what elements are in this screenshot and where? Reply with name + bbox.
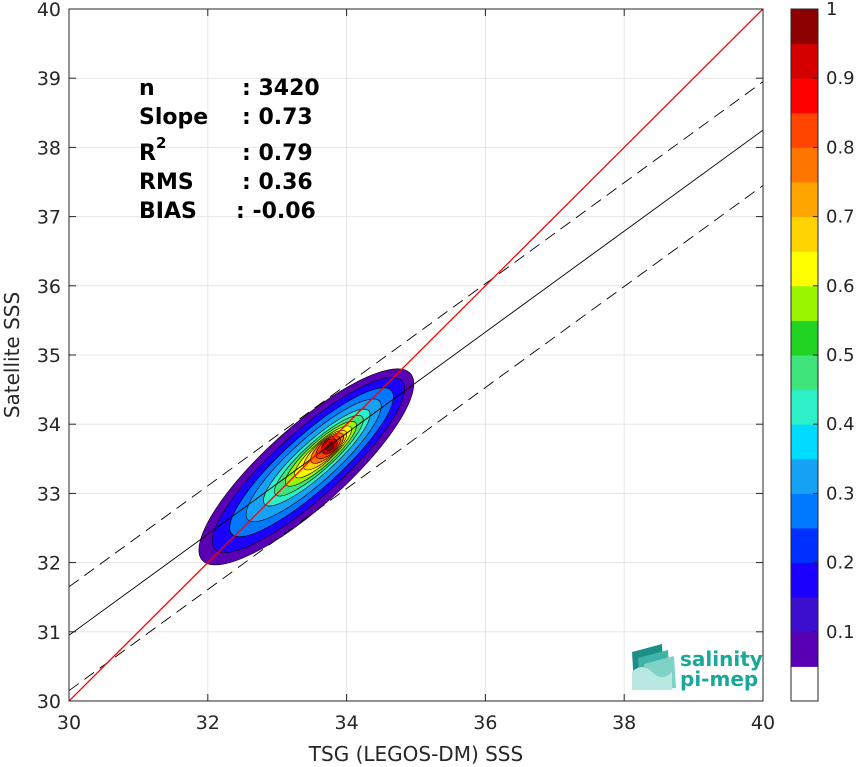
stat-label-4: BIAS <box>139 199 197 224</box>
colorbar-segment-4 <box>791 528 818 564</box>
colorbar-tick-label-4: 0.5 <box>826 345 855 366</box>
x-tick-label-5: 40 <box>751 712 775 734</box>
logo-waves-icon <box>632 644 676 690</box>
colorbar-segment-11 <box>791 285 818 321</box>
colorbar-segment-13 <box>791 216 818 252</box>
regression-line <box>69 129 763 636</box>
stat-label-0: n <box>139 76 155 101</box>
logo-line1: salinity <box>680 647 763 671</box>
y-tick-label-6: 36 <box>37 276 61 298</box>
x-tick-label-0: 30 <box>57 712 81 734</box>
colorbar-segment-6 <box>791 458 818 494</box>
colorbar-tick-label-1: 0.2 <box>826 553 855 574</box>
colorbar: 0.1 0.2 0.3 0.4 0.5 0.6 0.7 0.8 0.9 1 <box>790 0 855 702</box>
stat-value-0: : 3420 <box>242 76 320 101</box>
y-tick-label-1: 31 <box>37 622 61 644</box>
colorbar-segment-1 <box>791 631 818 667</box>
x-tick-label-3: 36 <box>473 712 497 734</box>
stat-value-4: : -0.06 <box>236 199 316 224</box>
y-tick-label-3: 33 <box>37 483 61 505</box>
stat-label-sup-2: 2 <box>156 134 166 152</box>
density-contours <box>198 368 415 566</box>
identity-line <box>69 9 763 701</box>
colorbar-segment-16 <box>791 112 818 148</box>
y-tick-label-4: 34 <box>37 414 61 436</box>
stat-label-1: Slope <box>139 105 208 130</box>
colorbar-tick-label-9: 1 <box>826 0 837 20</box>
colorbar-tick-label-2: 0.3 <box>826 483 855 504</box>
colorbar-segment-9 <box>791 355 818 391</box>
stat-value-2: : 0.79 <box>242 141 313 166</box>
colorbar-segment-3 <box>791 562 818 598</box>
stat-label-3: RMS <box>139 170 194 195</box>
stat-value-1: : 0.73 <box>242 105 313 130</box>
colorbar-segment-7 <box>791 424 818 460</box>
y-axis-label: Satellite SSS <box>0 292 24 418</box>
y-tick-label-9: 39 <box>37 68 61 90</box>
y-tick-label-7: 37 <box>37 207 61 229</box>
stat-value-3: : 0.36 <box>242 170 313 195</box>
x-tick-label-2: 34 <box>335 712 359 734</box>
x-tick-label-1: 32 <box>196 712 220 734</box>
salinity-pi-mep-logo: salinity pi-mep <box>632 644 763 691</box>
colorbar-tick-label-6: 0.7 <box>826 207 855 228</box>
colorbar-segment-15 <box>791 147 818 183</box>
y-tick-label-2: 32 <box>37 553 61 575</box>
regression-lines <box>69 9 763 701</box>
colorbar-tick-label-7: 0.8 <box>826 137 855 158</box>
colorbar-segment-17 <box>791 78 818 114</box>
y-tick-label-8: 38 <box>37 137 61 159</box>
colorbar-segment-0 <box>791 666 818 702</box>
x-ticks: 30 32 34 36 38 40 <box>57 9 775 734</box>
colorbar-segment-10 <box>791 320 818 356</box>
colorbar-segment-18 <box>791 43 818 79</box>
colorbar-segment-14 <box>791 182 818 218</box>
colorbar-segment-19 <box>791 9 818 45</box>
regression-lower-line <box>69 185 763 691</box>
colorbar-tick-label-3: 0.4 <box>826 414 855 435</box>
y-tick-label-10: 40 <box>37 0 61 21</box>
regression-upper-line <box>69 81 763 588</box>
x-tick-label-4: 38 <box>612 712 636 734</box>
logo-line2: pi-mep <box>680 667 758 691</box>
colorbar-tick-label-5: 0.6 <box>826 276 855 297</box>
colorbar-segment-8 <box>791 389 818 425</box>
colorbar-tick-label-0: 0.1 <box>826 622 855 643</box>
y-tick-label-0: 30 <box>37 691 61 713</box>
y-ticks: 30 31 32 33 34 35 36 37 38 39 40 <box>37 0 763 713</box>
y-tick-label-5: 35 <box>37 345 61 367</box>
grid-lines <box>68 8 764 702</box>
x-axis-label: TSG (LEGOS-DM) SSS <box>308 742 523 766</box>
colorbar-tick-label-8: 0.9 <box>826 68 855 89</box>
colorbar-segment-5 <box>791 493 818 529</box>
colorbar-segment-12 <box>791 251 818 287</box>
colorbar-segment-2 <box>791 597 818 633</box>
